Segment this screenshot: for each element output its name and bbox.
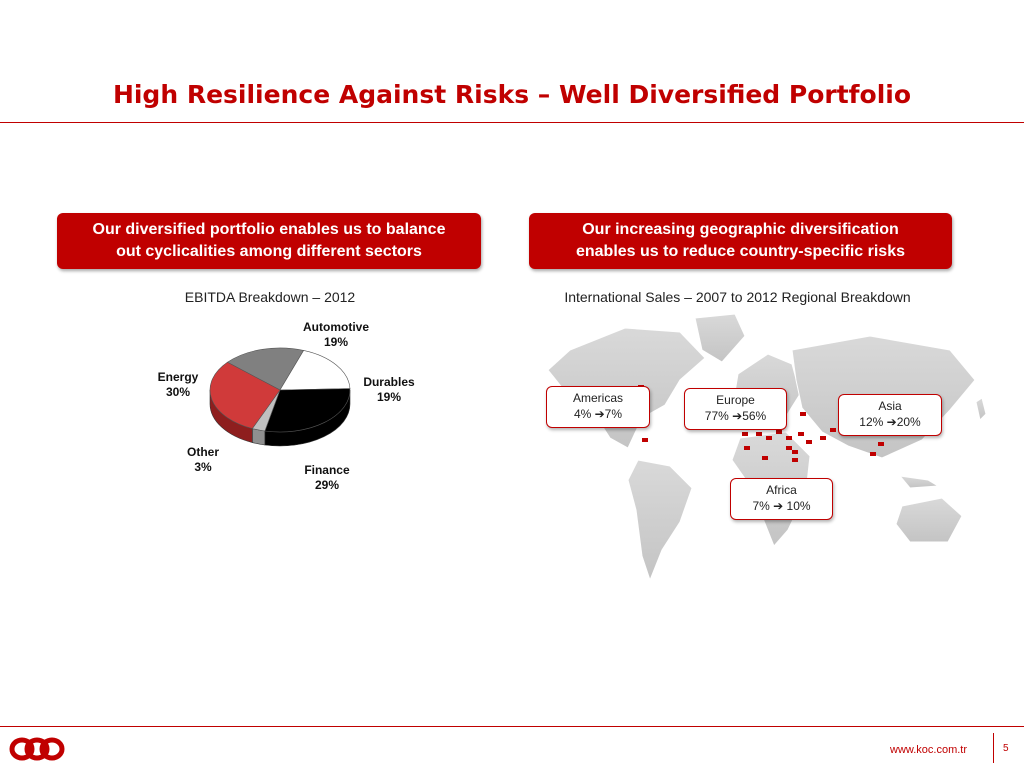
- region-name: Asia: [878, 399, 902, 413]
- title-divider: [0, 122, 1024, 123]
- slice-value: 3%: [194, 460, 212, 474]
- location-marker: [744, 446, 750, 450]
- pie-slice-automotive: [226, 347, 305, 391]
- pie-label-automotive: Automotive 19%: [296, 320, 376, 350]
- location-marker: [820, 436, 826, 440]
- slice-name: Other: [186, 445, 219, 459]
- world-map: [547, 313, 987, 582]
- slice-name: Durables: [363, 375, 415, 389]
- japan-shape: [975, 397, 987, 421]
- region-change: 7% ➔ 10%: [752, 499, 811, 513]
- sector-diversification-banner: Our diversified portfolio enables us to …: [57, 213, 481, 269]
- slice-name: Energy: [157, 370, 199, 384]
- map-title: International Sales – 2007 to 2012 Regio…: [564, 289, 911, 305]
- region-change: 77% ➔56%: [704, 409, 767, 423]
- location-marker: [642, 438, 648, 442]
- pie-label-other: Other 3%: [180, 445, 226, 475]
- location-marker: [792, 450, 798, 454]
- geographic-diversification-banner: Our increasing geographic diversificatio…: [529, 213, 952, 269]
- location-marker: [766, 436, 772, 440]
- koc-logo: [9, 737, 65, 761]
- banner-line: Our increasing geographic diversificatio…: [582, 221, 899, 238]
- region-name: Africa: [766, 483, 797, 497]
- pie-slice-durables: [279, 350, 351, 391]
- pie-chart-title: EBITDA Breakdown – 2012: [184, 289, 356, 305]
- location-marker: [742, 432, 748, 436]
- location-marker: [786, 446, 792, 450]
- region-change: 12% ➔20%: [859, 415, 921, 429]
- location-marker: [806, 440, 812, 444]
- region-change: 4% ➔7%: [573, 407, 623, 421]
- location-marker: [870, 452, 876, 456]
- location-marker: [776, 430, 782, 434]
- location-marker: [786, 436, 792, 440]
- south-america-shape: [627, 459, 693, 582]
- callout-asia: Asia 12% ➔20%: [838, 394, 942, 436]
- footer-website-link[interactable]: www.koc.com.tr: [890, 744, 968, 756]
- slice-value: 19%: [376, 390, 402, 404]
- pie-label-finance: Finance 29%: [296, 463, 358, 493]
- australia-shape: [895, 497, 963, 543]
- slide-title: High Resilience Against Risks – Well Div…: [112, 80, 912, 109]
- indonesia-shape: [898, 475, 940, 489]
- ebitda-pie-chart: [209, 347, 351, 447]
- location-marker: [830, 428, 836, 432]
- region-name: Europe: [716, 393, 755, 407]
- footer-divider: [0, 726, 1024, 727]
- pie-label-durables: Durables 19%: [356, 375, 422, 405]
- location-marker: [878, 442, 884, 446]
- page-number: 5: [1003, 743, 1009, 754]
- location-marker: [792, 458, 798, 462]
- location-marker: [798, 432, 804, 436]
- banner-line: out cyclicalities among different sector…: [116, 243, 422, 260]
- banner-line: Our diversified portfolio enables us to …: [92, 221, 446, 238]
- pie-slice-energy: [209, 361, 281, 429]
- pie-label-energy: Energy 30%: [150, 370, 206, 400]
- slice-value: 19%: [323, 335, 349, 349]
- location-marker: [800, 412, 806, 416]
- slice-name: Automotive: [303, 320, 369, 334]
- region-name: Americas: [572, 391, 623, 405]
- callout-americas: Americas 4% ➔7%: [546, 386, 650, 428]
- footer-separator: [993, 733, 994, 763]
- location-marker: [756, 432, 762, 436]
- callout-europe: Europe 77% ➔56%: [684, 388, 787, 430]
- slice-value: 30%: [165, 385, 191, 399]
- pie-slice-finance: [264, 388, 351, 433]
- slice-value: 29%: [314, 478, 340, 492]
- greenland-shape: [694, 313, 746, 363]
- location-markers: [638, 385, 884, 462]
- callout-africa: Africa 7% ➔ 10%: [730, 478, 833, 520]
- banner-line: enables us to reduce country-specific ri…: [575, 243, 905, 260]
- slice-name: Finance: [304, 463, 350, 477]
- location-marker: [762, 456, 768, 460]
